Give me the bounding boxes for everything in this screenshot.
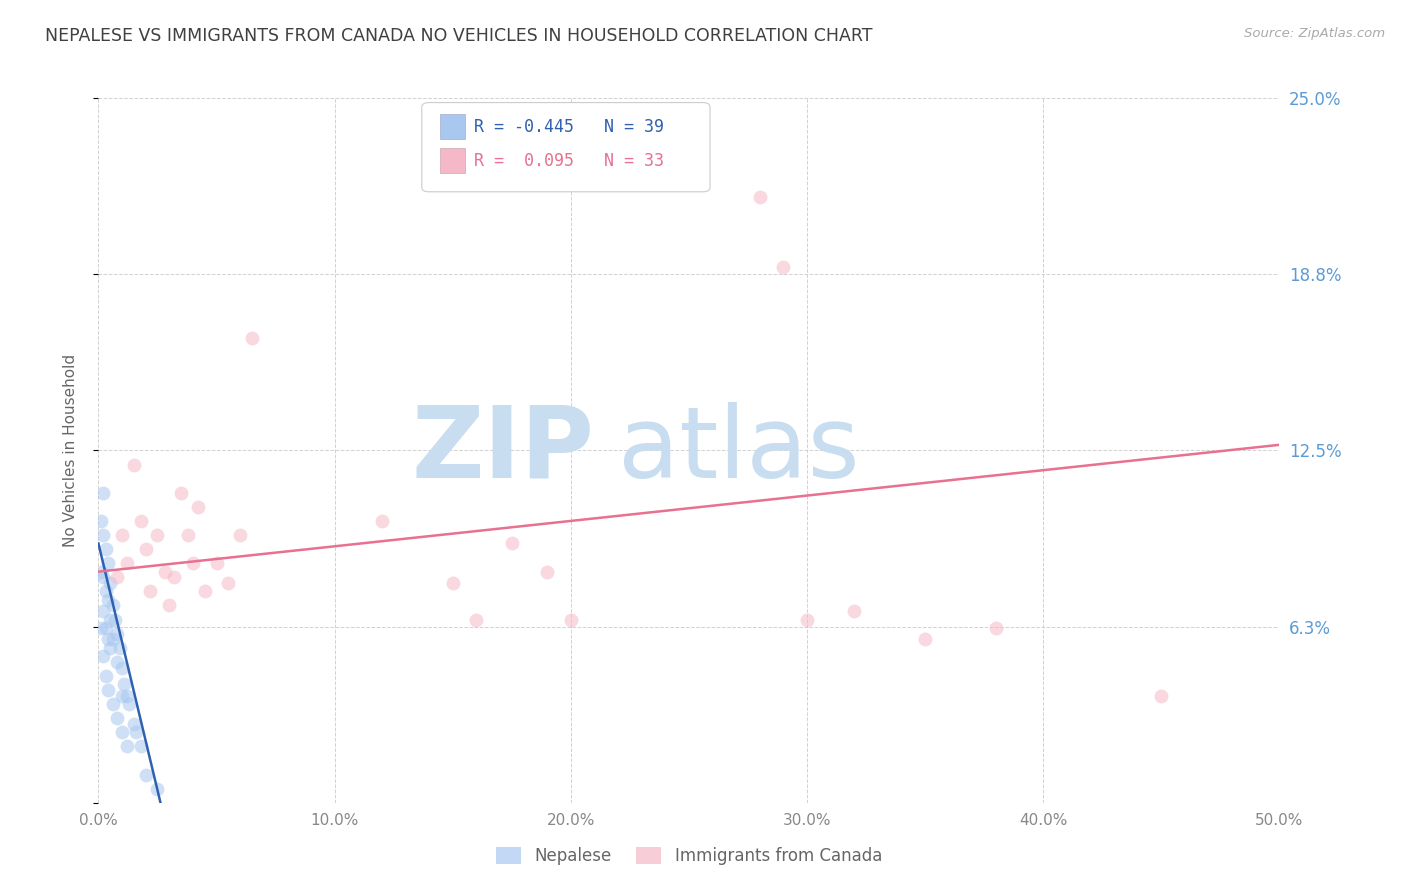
Point xyxy=(914,632,936,647)
Point xyxy=(135,542,157,557)
Point xyxy=(111,528,134,542)
Point xyxy=(465,613,488,627)
Point xyxy=(101,697,124,711)
Point xyxy=(94,669,117,683)
Point xyxy=(91,570,114,584)
Point xyxy=(146,528,169,542)
Point xyxy=(122,717,145,731)
Point xyxy=(97,556,120,570)
Point xyxy=(91,649,114,664)
Point xyxy=(98,640,121,655)
Text: atlas: atlas xyxy=(619,402,859,499)
Point xyxy=(187,500,209,514)
Point xyxy=(111,660,134,674)
Point xyxy=(97,592,120,607)
Point xyxy=(135,767,157,781)
Point xyxy=(101,632,124,647)
Point xyxy=(157,599,180,613)
Point xyxy=(97,683,120,698)
Point xyxy=(105,655,128,669)
Point xyxy=(91,604,114,618)
Point xyxy=(105,626,128,640)
Point xyxy=(129,514,152,528)
Point xyxy=(240,331,263,345)
Point xyxy=(115,556,138,570)
Point xyxy=(90,565,112,579)
Legend: Nepalese, Immigrants from Canada: Nepalese, Immigrants from Canada xyxy=(489,840,889,872)
Point xyxy=(560,613,582,627)
Point xyxy=(205,556,228,570)
Point xyxy=(441,576,464,591)
Point xyxy=(125,725,148,739)
Point xyxy=(108,640,131,655)
Point xyxy=(105,711,128,725)
Y-axis label: No Vehicles in Household: No Vehicles in Household xyxy=(63,354,77,547)
Point xyxy=(748,190,770,204)
Point xyxy=(536,565,558,579)
Point xyxy=(796,613,818,627)
Point xyxy=(170,485,193,500)
Point xyxy=(163,570,186,584)
Point xyxy=(101,599,124,613)
Point xyxy=(129,739,152,754)
Point xyxy=(90,621,112,635)
Point xyxy=(98,613,121,627)
Point xyxy=(501,536,523,550)
Point xyxy=(229,528,252,542)
Point xyxy=(139,584,162,599)
Point xyxy=(91,485,114,500)
Point xyxy=(115,739,138,754)
Point xyxy=(104,613,127,627)
Point xyxy=(146,781,169,796)
Point xyxy=(194,584,217,599)
Point xyxy=(105,570,128,584)
Text: NEPALESE VS IMMIGRANTS FROM CANADA NO VEHICLES IN HOUSEHOLD CORRELATION CHART: NEPALESE VS IMMIGRANTS FROM CANADA NO VE… xyxy=(45,27,873,45)
Point xyxy=(177,528,200,542)
Point xyxy=(91,528,114,542)
Text: R =  0.095   N = 33: R = 0.095 N = 33 xyxy=(474,152,664,169)
Point xyxy=(772,260,794,275)
Point xyxy=(94,584,117,599)
Text: Source: ZipAtlas.com: Source: ZipAtlas.com xyxy=(1244,27,1385,40)
Point xyxy=(94,621,117,635)
Point xyxy=(1150,689,1173,703)
Point xyxy=(112,677,135,691)
Point xyxy=(90,514,112,528)
Point xyxy=(371,514,394,528)
Point xyxy=(844,604,866,618)
Point xyxy=(111,725,134,739)
Point xyxy=(94,542,117,557)
Point xyxy=(97,632,120,647)
Point xyxy=(111,689,134,703)
Point xyxy=(217,576,239,591)
Point xyxy=(984,621,1007,635)
Point xyxy=(98,576,121,591)
Text: ZIP: ZIP xyxy=(412,402,595,499)
Point xyxy=(181,556,204,570)
Point xyxy=(118,697,141,711)
Point xyxy=(122,458,145,472)
Text: R = -0.445   N = 39: R = -0.445 N = 39 xyxy=(474,118,664,136)
Point xyxy=(115,689,138,703)
Point xyxy=(153,565,176,579)
